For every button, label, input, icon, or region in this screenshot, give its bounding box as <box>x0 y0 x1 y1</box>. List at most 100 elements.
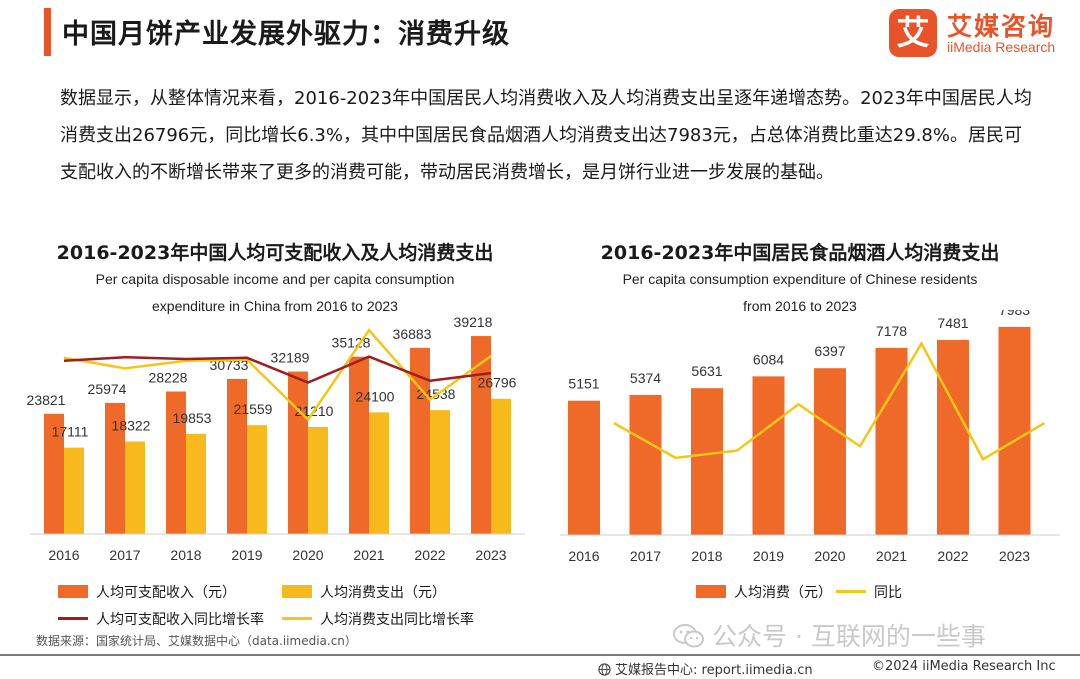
right-chart-subtitle-line-1: Per capita consumption expenditure of Ch… <box>622 271 978 287</box>
left-bar-consumption-label: 18322 <box>112 418 151 434</box>
left-bar-consumption <box>64 447 84 534</box>
right-bar-label: 7983 <box>999 310 1030 318</box>
right-bar-label: 6397 <box>814 343 845 359</box>
left-bar-consumption <box>369 412 389 534</box>
left-legend-item-consumption: 人均消费支出（元） <box>282 582 446 602</box>
left-x-tick-label: 2017 <box>109 547 140 563</box>
right-bar-label: 6084 <box>753 351 784 367</box>
footer-report-center-text: 艾媒报告中心: report.iimedia.cn <box>615 663 813 678</box>
right-bar-expenditure <box>629 394 662 535</box>
left-bar-income-label: 25974 <box>88 381 127 397</box>
left-bar-consumption-label: 26796 <box>478 375 517 391</box>
left-bar-income <box>288 371 308 534</box>
page-title: 中国月饼产业发展外驱力：消费升级 <box>62 19 510 50</box>
right-bar-expenditure <box>752 376 785 535</box>
right-x-tick-label: 2020 <box>814 548 845 564</box>
footer-copyright: ©2024 iiMedia Research Inc <box>872 659 1056 674</box>
right-legend-swatch-yoy <box>836 590 866 593</box>
left-legend-label-consumption-growth: 人均消费支出同比增长率 <box>320 612 474 628</box>
left-bar-income-label: 39218 <box>454 314 493 330</box>
footer-report-center: 艾媒报告中心: report.iimedia.cn <box>598 659 813 678</box>
left-bar-income-label: 23821 <box>27 392 66 408</box>
left-x-tick-label: 2022 <box>414 547 445 563</box>
left-bar-consumption <box>308 426 328 534</box>
footer-divider <box>0 654 1080 656</box>
right-legend-label-expenditure: 人均消费（元） <box>734 585 832 601</box>
left-chart-subtitle-line-1: Per capita disposable income and per cap… <box>95 271 455 287</box>
left-legend-swatch-consumption <box>282 585 312 598</box>
right-chart-subtitle: Per capita consumption expenditure of Ch… <box>545 266 1055 320</box>
left-bar-consumption-label: 17111 <box>52 424 89 440</box>
left-legend-item-consumption-growth: 人均消费支出同比增长率 <box>282 609 474 629</box>
left-bar-consumption-label: 19853 <box>173 410 212 426</box>
right-chart-title: 2016-2023年中国居民食品烟酒人均消费支出 <box>600 242 1000 264</box>
left-bar-income-label: 35128 <box>332 335 371 351</box>
right-x-tick-label: 2018 <box>691 548 722 564</box>
logo-mark: 艾 <box>889 9 937 57</box>
right-bar-label: 5631 <box>691 363 722 379</box>
left-legend-label-income: 人均可支配收入（元） <box>96 585 236 601</box>
left-bar-income-label: 28228 <box>149 370 188 386</box>
right-legend-item-yoy: 同比 <box>836 582 902 602</box>
left-bar-income <box>44 413 64 534</box>
left-bar-consumption-label: 24100 <box>356 388 395 404</box>
left-bar-income-label: 36883 <box>393 326 432 342</box>
data-source-note: 数据来源：国家统计局、艾媒数据中心（data.iimedia.cn） <box>36 634 357 648</box>
left-bar-income <box>227 378 247 534</box>
left-bar-consumption <box>491 398 511 534</box>
left-line-income-growth <box>63 355 492 384</box>
left-bar-consumption <box>125 441 145 534</box>
left-chart-subtitle-line-2: expenditure in China from 2016 to 2023 <box>152 298 398 314</box>
right-bar-label: 7178 <box>876 323 907 339</box>
logo-english-name: iiMedia Research <box>947 39 1056 55</box>
summary-paragraph: 数据显示，从整体情况来看，2016-2023年中国居民人均消费收入及人均消费支出… <box>60 88 1032 183</box>
right-bar-expenditure <box>568 400 600 535</box>
right-x-tick-label: 2016 <box>568 548 599 564</box>
left-bar-consumption-label: 21559 <box>234 401 273 417</box>
right-bar-expenditure <box>691 388 723 535</box>
right-x-tick-label: 2022 <box>937 548 968 564</box>
right-x-tick-label: 2019 <box>753 548 784 564</box>
right-chart: 5151 2016 5374 2017 5631 2018 6084 2019 6397 2020… <box>560 310 1060 564</box>
right-line-yoy <box>613 341 1046 462</box>
left-x-tick-label: 2019 <box>231 547 262 563</box>
left-bar-income <box>166 391 186 534</box>
title-accent-bar <box>44 8 51 56</box>
left-chart: 23821 17111 2016 25974 18322 2017 28228 19853 20… <box>27 314 525 563</box>
right-bar-expenditure <box>814 368 846 535</box>
left-legend-swatch-income-growth <box>58 617 88 620</box>
left-legend-label-consumption: 人均消费支出（元） <box>320 585 446 601</box>
left-line-consumption-growth <box>63 328 492 422</box>
right-bar-expenditure <box>875 347 908 535</box>
right-bar-label: 5374 <box>630 370 661 386</box>
left-legend-item-income-growth: 人均可支配收入同比增长率 <box>58 609 264 629</box>
wechat-icon <box>673 624 704 648</box>
left-legend-label-income-growth: 人均可支配收入同比增长率 <box>96 612 264 628</box>
left-bar-income <box>471 336 491 534</box>
right-bar-expenditure <box>998 326 1031 535</box>
wechat-watermark: 公众号 · 互联网的一些事 <box>672 617 986 653</box>
left-bar-income <box>349 356 369 534</box>
right-bar-label: 7481 <box>937 315 968 331</box>
right-legend-swatch-expenditure <box>696 585 726 598</box>
left-x-tick-label: 2020 <box>292 547 323 563</box>
logo-chinese-name: 艾媒咨询 <box>947 12 1056 41</box>
left-chart-subtitle: Per capita disposable income and per cap… <box>30 266 520 320</box>
left-x-tick-label: 2018 <box>170 547 201 563</box>
right-bar-expenditure <box>937 339 969 535</box>
left-legend-swatch-consumption-growth <box>282 617 312 620</box>
left-bar-consumption <box>247 425 267 534</box>
left-legend-swatch-income <box>58 585 88 598</box>
right-legend-item-expenditure: 人均消费（元） <box>696 582 832 602</box>
left-bar-consumption <box>430 410 450 534</box>
left-legend-item-income: 人均可支配收入（元） <box>58 582 236 602</box>
right-x-tick-label: 2021 <box>876 548 907 564</box>
globe-icon <box>598 663 611 676</box>
left-x-tick-label: 2021 <box>353 547 384 563</box>
right-legend-label-yoy: 同比 <box>874 585 902 601</box>
right-x-tick-label: 2023 <box>999 548 1030 564</box>
left-bar-income <box>105 402 125 534</box>
left-x-tick-label: 2023 <box>475 547 506 563</box>
right-chart-subtitle-line-2: from 2016 to 2023 <box>743 298 857 314</box>
right-bar-label: 5151 <box>568 376 599 392</box>
